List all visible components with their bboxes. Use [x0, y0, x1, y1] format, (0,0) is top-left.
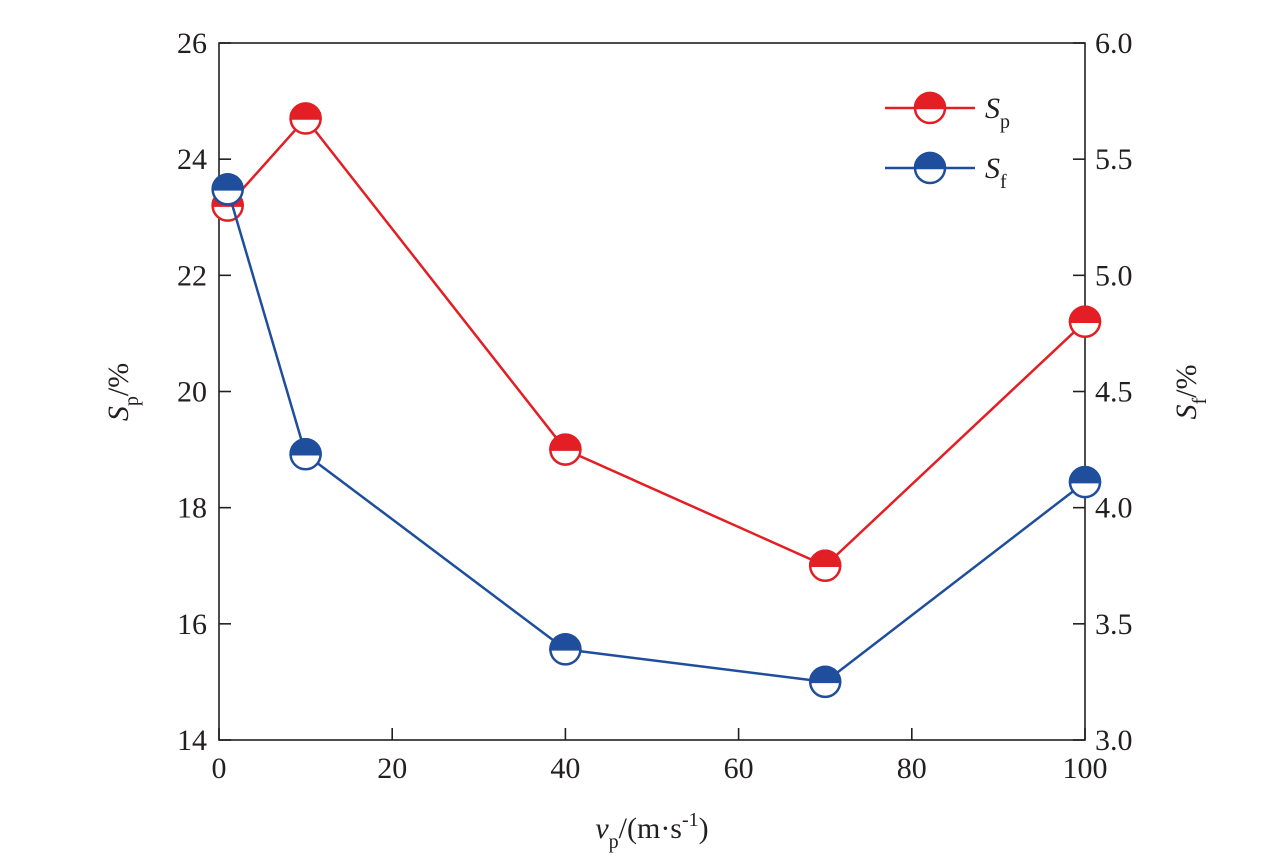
- series-sf: [211, 173, 1102, 699]
- y-right-axis-ticks: 3.0 3.5 4.0 4.5 5.0 5.5 6.0: [1073, 27, 1133, 757]
- x-tick-label: 40: [550, 752, 580, 785]
- y-left-axis-label-rest: /%: [102, 363, 135, 396]
- y-left-tick-label: 20: [177, 376, 207, 409]
- y-left-tick-label: 26: [177, 27, 207, 60]
- y-right-tick-label: 5.5: [1095, 143, 1133, 176]
- legend-marker-point-sp: [913, 91, 947, 125]
- series-line-sf: [226, 189, 1086, 684]
- data-point-sf: [808, 665, 842, 699]
- y-left-axis-label-base: S: [102, 406, 135, 421]
- data-point-sf-fill: [1068, 465, 1102, 484]
- y-right-tick-label: 4.5: [1095, 376, 1133, 409]
- y-left-tick-label: 18: [177, 492, 207, 525]
- data-point-sp-fill: [549, 433, 582, 451]
- y-left-axis-label: Sp/%: [102, 363, 143, 421]
- data-point-sp: [808, 549, 842, 582]
- series-layer: [211, 102, 1102, 699]
- x-tick-label: 80: [897, 752, 927, 785]
- x-tick-label: 100: [1063, 752, 1108, 785]
- data-point-sp-fill: [1068, 305, 1102, 324]
- data-point-sf: [289, 437, 322, 471]
- data-point-sf: [1068, 465, 1102, 499]
- legend-label-sp-sub: p: [1000, 111, 1010, 133]
- y-right-axis-label-sub: f: [1189, 398, 1211, 405]
- x-axis-ticks: 0 20 40 60 80 100: [212, 728, 1108, 785]
- data-point-sp: [289, 102, 322, 135]
- x-axis-label: vp/(m·s-1): [595, 809, 708, 853]
- data-point-sf-fill: [289, 438, 322, 456]
- x-axis-label-sub: p: [609, 831, 619, 853]
- legend-label-sf-base: S: [985, 152, 1000, 185]
- y-left-tick-label: 16: [177, 608, 207, 641]
- y-right-tick-label: 5.0: [1095, 259, 1133, 292]
- x-axis-label-close: ): [699, 812, 709, 845]
- y-right-tick-label: 4.0: [1095, 492, 1133, 525]
- legend-label-sp: Sp: [985, 92, 1010, 133]
- data-point-sf: [549, 633, 582, 666]
- data-point-sp-fill: [289, 102, 322, 120]
- x-tick-label: 0: [212, 752, 227, 785]
- x-axis-label-rest: /(m·s: [619, 812, 682, 845]
- y-left-tick-label: 22: [177, 259, 207, 292]
- legend-label-sf: Sf: [985, 152, 1007, 193]
- y-left-axis-label-sub: p: [121, 396, 143, 406]
- legend-marker-point-sf-fill: [913, 151, 947, 170]
- legend-marker-sf: [913, 151, 947, 185]
- y-left-tick-label: 14: [177, 724, 207, 757]
- y-right-tick-label: 6.0: [1095, 27, 1133, 60]
- x-tick-label: 20: [377, 752, 407, 785]
- y-left-axis-ticks: 14 16 18 20 22 24 26: [177, 27, 231, 757]
- y-left-tick-label: 24: [177, 143, 207, 176]
- legend-marker-sp: [913, 91, 947, 125]
- plot-frame: [218, 42, 1086, 741]
- y-right-tick-label: 3.5: [1095, 608, 1133, 641]
- legend-marker-point-sp-fill: [913, 91, 947, 110]
- series-line-sp: [226, 117, 1086, 567]
- data-point-sp: [549, 433, 582, 466]
- data-point-sf-fill: [549, 633, 582, 651]
- legend-label-sp-base: S: [985, 92, 1000, 125]
- legend: Sp Sf: [885, 91, 1010, 193]
- x-axis-label-sup: -1: [682, 809, 699, 831]
- y-right-axis-label: Sf/%: [1170, 365, 1211, 420]
- x-axis-label-base: v: [595, 812, 609, 845]
- data-point-sp-fill: [808, 549, 842, 567]
- data-point-sf: [211, 173, 244, 206]
- data-point-sp: [1068, 305, 1102, 339]
- legend-marker-point-sf: [913, 151, 947, 185]
- legend-label-sf-sub: f: [1000, 171, 1007, 193]
- y-right-tick-label: 3.0: [1095, 724, 1133, 757]
- data-point-sf-fill: [808, 665, 842, 684]
- y-right-axis-label-rest: /%: [1170, 365, 1203, 398]
- x-tick-label: 60: [724, 752, 754, 785]
- series-sp: [211, 102, 1102, 582]
- y-right-axis-label-base: S: [1170, 405, 1203, 420]
- data-point-sf-fill: [211, 173, 244, 191]
